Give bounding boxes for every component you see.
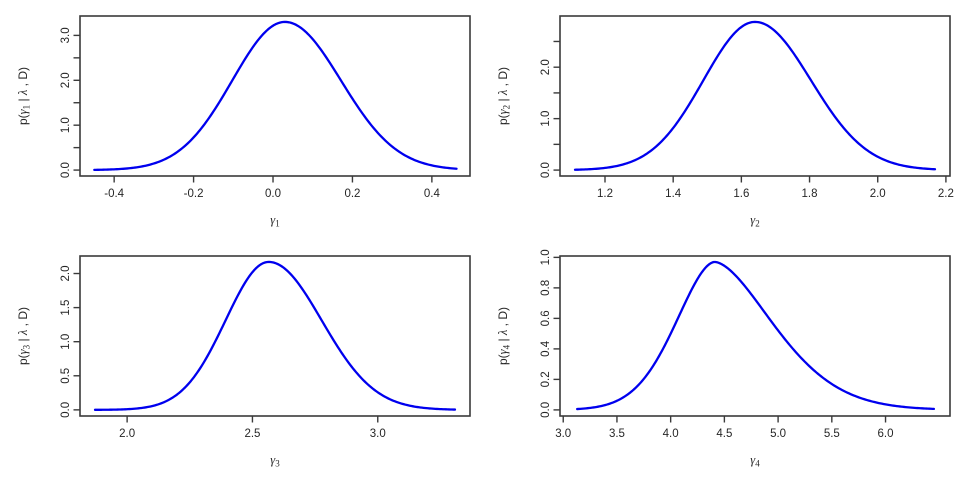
- ylabel-gamma-subscript: 2: [502, 105, 512, 110]
- ylabel-gamma: γ: [16, 108, 30, 114]
- plot-box: [559, 255, 951, 417]
- ylabel-bar: |: [16, 335, 30, 345]
- ylabel-close: , D): [16, 67, 30, 90]
- x-tick-label: 5.0: [770, 428, 786, 440]
- density-plot-gamma4: 3.0 3.5 4.0 4.5 5.0 5.5 6.0 0.0 0.2 0.4 0.6 0.8 1.0 γ…: [496, 249, 951, 469]
- y-tick-label: 2.0: [540, 59, 552, 75]
- x-axis-title: γ2: [750, 213, 759, 229]
- ylabel-gamma: γ: [16, 348, 30, 354]
- density-curve-gamma3: [93, 260, 457, 411]
- ylabel-gamma-subscript: 1: [22, 105, 32, 110]
- y-axis-title: p(γ4 | λ , D): [496, 307, 512, 365]
- y-tick-label: 1.0: [60, 117, 72, 133]
- y-tick-label: 0.0: [540, 402, 552, 418]
- ylabel-lambda: λ: [496, 329, 510, 336]
- y-tick-label: 0.6: [540, 310, 552, 326]
- y-tick-label: 3.0: [60, 27, 72, 43]
- x-tick-label: 0.0: [265, 188, 281, 200]
- y-tick-label: 0.0: [60, 162, 72, 178]
- plot-box: [79, 255, 471, 417]
- x-tick-label: 3.0: [555, 428, 571, 440]
- ylabel-p-open: p(: [16, 354, 30, 365]
- density-panel-gamma1: -0.4 -0.2 0.0 0.2 0.4 0.0 1.0 2.0 3.0 γ1 p(γ1 | λ …: [0, 0, 480, 240]
- ylabel-gamma: γ: [496, 108, 510, 114]
- ylabel-gamma-subscript: 4: [502, 344, 512, 349]
- plot-box: [559, 15, 951, 177]
- gamma-subscript: 2: [755, 219, 760, 229]
- gamma-symbol: γ: [750, 213, 756, 227]
- y-tick-label: 1.0: [540, 111, 552, 127]
- density-curve-gamma4: [576, 260, 936, 411]
- density-curve-gamma1: [93, 20, 458, 172]
- y-axis-title: p(γ2 | λ , D): [496, 67, 512, 125]
- x-tick-label: 0.4: [424, 188, 441, 200]
- y-tick-label: 0.4: [540, 340, 552, 357]
- y-tick-label: 2.0: [60, 72, 72, 88]
- gamma-symbol: γ: [750, 453, 756, 467]
- y-tick-label: 1.5: [60, 300, 72, 316]
- x-tick-label: -0.2: [184, 188, 204, 200]
- x-tick-label: 6.0: [878, 428, 894, 440]
- x-tick-label: 2.0: [870, 188, 886, 200]
- x-tick-label: 4.0: [663, 428, 679, 440]
- x-tick-label: 3.0: [370, 428, 386, 440]
- y-tick-label: 1.0: [540, 249, 552, 265]
- x-tick-label: 2.0: [119, 428, 135, 440]
- y-tick-label: 0.2: [540, 371, 552, 387]
- y-tick-label: 0.5: [60, 368, 72, 384]
- x-tick-label: 3.5: [609, 428, 625, 440]
- y-tick-label: 0.0: [60, 402, 72, 418]
- x-tick-label: 1.6: [733, 188, 749, 200]
- ylabel-close: , D): [496, 67, 510, 90]
- x-tick-label: 1.4: [665, 188, 682, 200]
- ylabel-gamma-subscript: 3: [22, 344, 32, 349]
- x-tick-label: 2.5: [244, 428, 260, 440]
- plot-box: [79, 15, 471, 177]
- ylabel-bar: |: [496, 95, 510, 105]
- x-tick-label: 5.5: [824, 428, 840, 440]
- density-panel-gamma4: 3.0 3.5 4.0 4.5 5.0 5.5 6.0 0.0 0.2 0.4 0.6 0.8 1.0 γ…: [480, 240, 960, 480]
- x-tick-label: 1.8: [802, 188, 818, 200]
- x-tick-label: -0.4: [104, 188, 124, 200]
- ylabel-p-open: p(: [496, 354, 510, 365]
- x-axis-title: γ4: [750, 453, 760, 469]
- y-tick-label: 0.8: [540, 280, 552, 296]
- y-tick-label: 2.0: [60, 266, 72, 282]
- ylabel-bar: |: [16, 95, 30, 105]
- gamma-subscript: 4: [755, 459, 760, 469]
- density-panel-gamma2: 1.2 1.4 1.6 1.8 2.0 2.2 0.0 1.0 2.0 γ2 p(γ2 | λ , …: [480, 0, 960, 240]
- y-tick-label: 1.0: [60, 334, 72, 350]
- ylabel-gamma: γ: [496, 348, 510, 354]
- gamma-symbol: γ: [270, 453, 276, 467]
- ylabel-lambda: λ: [16, 89, 30, 96]
- ylabel-close: , D): [16, 307, 30, 330]
- x-axis-title: γ1: [270, 213, 279, 229]
- x-tick-label: 0.2: [344, 188, 360, 200]
- density-curve-gamma2: [573, 20, 937, 171]
- ylabel-lambda: λ: [496, 89, 510, 96]
- ylabel-p-open: p(: [496, 114, 510, 125]
- ylabel-lambda: λ: [16, 329, 30, 336]
- gamma-symbol: γ: [270, 213, 276, 227]
- density-panel-gamma3: 2.0 2.5 3.0 0.0 0.5 1.0 1.5 2.0 γ3 p(γ3 | λ , D): [0, 240, 480, 480]
- y-tick-label: 0.0: [540, 162, 552, 178]
- x-tick-label: 1.2: [597, 188, 613, 200]
- gamma-subscript: 3: [275, 459, 280, 469]
- ylabel-bar: |: [496, 335, 510, 345]
- x-axis-title: γ3: [270, 453, 280, 469]
- y-axis-title: p(γ3 | λ , D): [16, 307, 32, 365]
- x-tick-label: 4.5: [716, 428, 732, 440]
- gamma-subscript: 1: [275, 219, 280, 229]
- y-axis-title: p(γ1 | λ , D): [16, 67, 32, 125]
- ylabel-close: , D): [496, 307, 510, 330]
- ylabel-p-open: p(: [16, 114, 30, 125]
- x-tick-label: 2.2: [938, 188, 954, 200]
